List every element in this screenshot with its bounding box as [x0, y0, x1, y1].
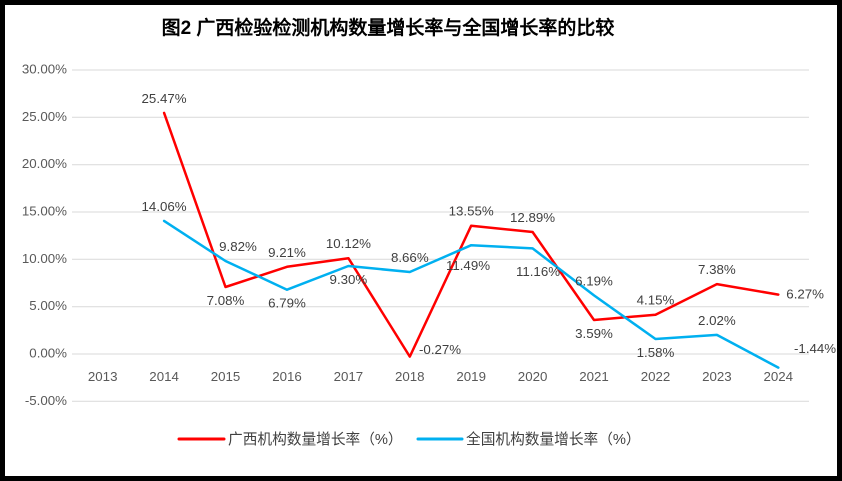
svg-text:1.58%: 1.58%: [637, 345, 675, 360]
svg-text:-5.00%: -5.00%: [25, 393, 67, 408]
svg-text:2023: 2023: [702, 369, 732, 384]
svg-text:2019: 2019: [456, 369, 486, 384]
svg-text:5.00%: 5.00%: [29, 298, 67, 313]
svg-text:-1.44%: -1.44%: [794, 341, 836, 356]
svg-text:2015: 2015: [211, 369, 241, 384]
svg-text:6.79%: 6.79%: [268, 296, 306, 311]
svg-text:11.16%: 11.16%: [516, 264, 560, 279]
svg-text:6.19%: 6.19%: [575, 273, 613, 288]
svg-text:30.00%: 30.00%: [22, 62, 67, 77]
svg-text:2021: 2021: [579, 369, 609, 384]
svg-text:2014: 2014: [149, 369, 179, 384]
svg-text:9.21%: 9.21%: [268, 245, 306, 260]
svg-text:0.00%: 0.00%: [29, 346, 67, 361]
svg-text:2022: 2022: [641, 369, 671, 384]
svg-text:10.12%: 10.12%: [326, 236, 371, 251]
svg-text:4.15%: 4.15%: [637, 293, 675, 308]
svg-text:9.30%: 9.30%: [330, 272, 368, 287]
svg-text:8.66%: 8.66%: [391, 250, 429, 265]
svg-text:2024: 2024: [764, 369, 794, 384]
svg-text:14.06%: 14.06%: [142, 199, 187, 214]
svg-text:2.02%: 2.02%: [698, 313, 736, 328]
svg-text:25.00%: 25.00%: [22, 109, 67, 124]
svg-text:广西机构数量增长率（%）: 广西机构数量增长率（%）: [228, 431, 403, 448]
svg-text:10.00%: 10.00%: [22, 251, 67, 266]
svg-text:9.82%: 9.82%: [219, 239, 257, 254]
svg-text:2018: 2018: [395, 369, 425, 384]
svg-text:20.00%: 20.00%: [22, 156, 67, 171]
svg-text:全国机构数量增长率（%）: 全国机构数量增长率（%）: [466, 430, 641, 448]
svg-text:25.47%: 25.47%: [142, 91, 187, 106]
svg-text:13.55%: 13.55%: [449, 204, 494, 219]
svg-text:7.38%: 7.38%: [698, 262, 736, 277]
svg-text:-0.27%: -0.27%: [419, 342, 461, 357]
svg-text:7.08%: 7.08%: [207, 293, 245, 308]
svg-text:3.59%: 3.59%: [575, 326, 613, 341]
svg-text:2016: 2016: [272, 369, 302, 384]
svg-text:6.27%: 6.27%: [786, 287, 824, 302]
svg-text:2020: 2020: [518, 369, 548, 384]
svg-text:2017: 2017: [334, 369, 364, 384]
svg-text:12.89%: 12.89%: [510, 210, 555, 225]
svg-text:11.49%: 11.49%: [446, 258, 490, 273]
svg-text:15.00%: 15.00%: [22, 204, 67, 219]
svg-text:2013: 2013: [88, 369, 118, 384]
